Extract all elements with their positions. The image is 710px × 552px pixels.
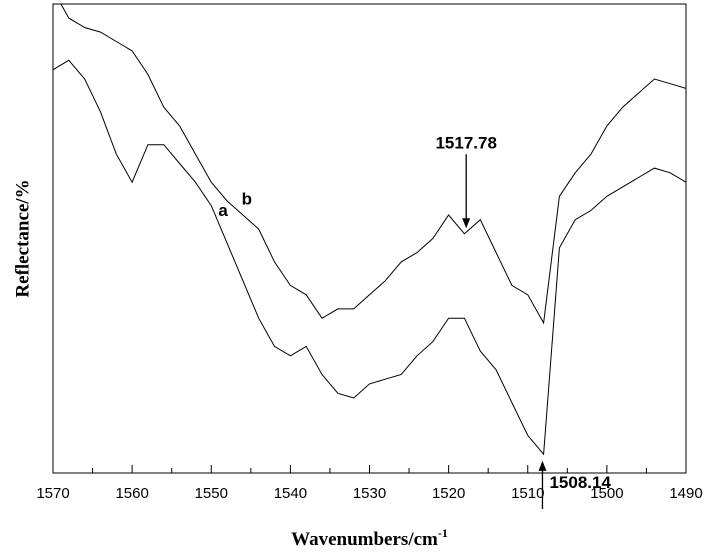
x-tick-label: 1490 bbox=[669, 485, 702, 502]
x-tick-label: 1520 bbox=[432, 485, 465, 502]
x-axis-title-superscript: -1 bbox=[438, 526, 448, 540]
x-axis-ticks: 1570 1560 1550 1540 1530 1520 1510 1500 1490 bbox=[36, 465, 703, 502]
series-curves bbox=[53, 4, 686, 456]
series-label-a: a bbox=[218, 201, 228, 220]
x-axis-title-text: Wavenumbers/cm bbox=[291, 529, 438, 550]
x-tick-label: 1530 bbox=[353, 485, 386, 502]
x-tick-label: 1540 bbox=[274, 485, 307, 502]
annotation-arrow-head bbox=[462, 218, 471, 229]
series-line-a bbox=[53, 59, 686, 456]
series-label-b: b bbox=[242, 190, 252, 209]
series-line-b bbox=[60, 4, 686, 325]
x-tick-label: 1510 bbox=[511, 485, 544, 502]
x-tick-label: 1560 bbox=[115, 485, 148, 502]
x-axis-title: Wavenumbers/cm-1 bbox=[291, 526, 448, 550]
annotation-arrow-head bbox=[538, 460, 547, 471]
annotation-label: 1508.14 bbox=[549, 473, 611, 492]
series-labels: ab bbox=[218, 190, 252, 220]
peak-annotations: 1517.78 1508.14 bbox=[435, 133, 611, 509]
x-tick-label: 1570 bbox=[36, 485, 69, 502]
y-axis-title: Reflectance/% bbox=[13, 179, 34, 297]
x-tick-label: 1550 bbox=[195, 485, 228, 502]
annotation-label: 1517.78 bbox=[435, 133, 496, 152]
x-tick-label: 1500 bbox=[590, 485, 623, 502]
